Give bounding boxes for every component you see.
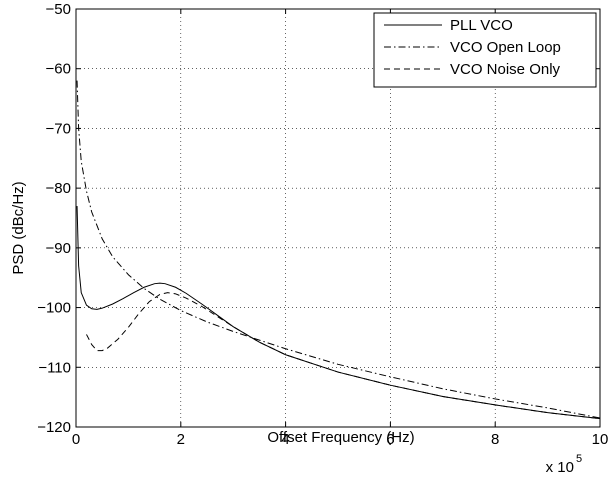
- y-axis-label: PSD (dBc/Hz): [10, 181, 27, 274]
- series-line-3: [86, 292, 601, 420]
- series-lines: [76, 80, 601, 420]
- x-tick-label: 4: [281, 431, 289, 448]
- legend: PLL VCO VCO Open Loop VCO Noise Only: [373, 12, 597, 88]
- y-tick-label: −60: [46, 61, 71, 78]
- x-tick-label: 2: [177, 431, 185, 448]
- x-tick-label: 6: [386, 431, 394, 448]
- x-axis-label: Offset Frequency (Hz): [267, 429, 414, 446]
- x-axis-exponent-power: 5: [576, 453, 582, 465]
- plot-frame: [75, 8, 601, 428]
- y-tick-label: −110: [38, 359, 71, 376]
- y-tick-label: −70: [46, 120, 71, 137]
- x-tick-label: 8: [491, 431, 499, 448]
- legend-label-1: PLL VCO: [450, 17, 513, 34]
- y-tick-label: −120: [37, 419, 71, 436]
- y-tick-label: −100: [37, 300, 71, 317]
- series-line-2: [76, 80, 601, 419]
- axis-ticks: 0 2 4 6 8 10 −120 −110 −100 −90 −80 −70 −60 −50: [37, 1, 608, 448]
- x-tick-label: 0: [72, 431, 80, 448]
- x-axis-label-group: Offset Frequency (Hz) x 10 5: [267, 429, 582, 476]
- legend-label-2: VCO Open Loop: [450, 39, 561, 56]
- y-tick-label: −90: [46, 240, 71, 257]
- y-tick-label: −50: [46, 1, 71, 18]
- y-tick-label: −80: [46, 180, 71, 197]
- legend-label-3: VCO Noise Only: [450, 61, 561, 78]
- series-line-1: [76, 206, 601, 420]
- x-tick-label: 10: [592, 431, 609, 448]
- x-axis-exponent-label: x 10: [546, 459, 574, 476]
